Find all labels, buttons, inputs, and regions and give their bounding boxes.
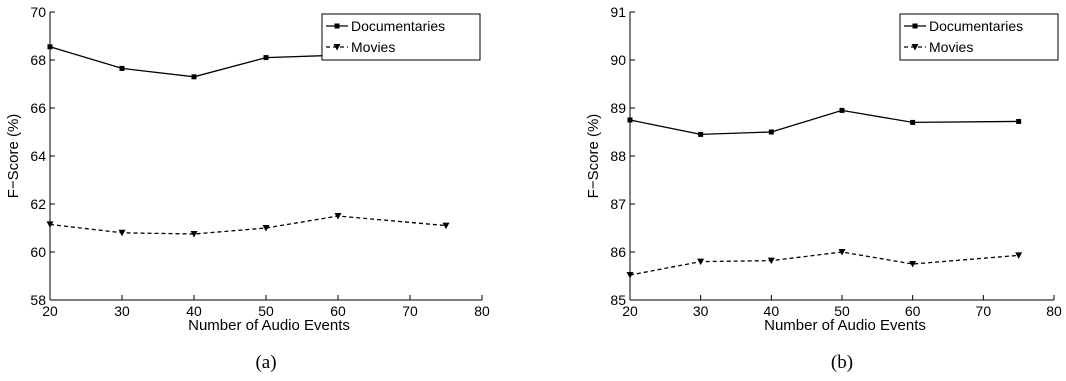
data-point <box>190 231 198 238</box>
data-point <box>768 129 774 135</box>
x-tick-label: 80 <box>1046 303 1062 319</box>
legend-box <box>321 13 481 61</box>
y-tick-label: 89 <box>610 100 626 116</box>
series-line <box>629 251 1019 276</box>
data-point <box>698 131 704 137</box>
data-point <box>910 119 916 125</box>
data-point <box>909 261 917 268</box>
y-tick-label: 66 <box>30 100 46 116</box>
y-tick-label: 60 <box>30 244 46 260</box>
x-tick-label: 60 <box>330 303 346 319</box>
y-tick-label: 68 <box>30 52 46 68</box>
x-tick-label: 60 <box>905 303 921 319</box>
y-tick-label: 64 <box>30 148 46 164</box>
data-point <box>697 258 705 266</box>
legend: Documentaries Movies <box>321 13 481 61</box>
x-tick-label: 70 <box>402 303 418 319</box>
data-point <box>47 44 53 50</box>
y-tick-label: 62 <box>30 196 46 212</box>
x-axis-label: Number of Audio Events <box>188 317 350 334</box>
data-point <box>627 117 633 123</box>
x-tick-label: 50 <box>834 303 850 319</box>
y-tick-label: 58 <box>30 292 46 308</box>
data-point <box>838 249 846 256</box>
x-tick-label: 30 <box>693 303 709 319</box>
series-documentaries <box>627 107 1022 137</box>
data-point <box>119 65 125 71</box>
y-tick-label: 85 <box>610 292 626 308</box>
data-point <box>191 74 197 80</box>
legend-marker <box>333 44 341 51</box>
panel-a: 20 30 40 50 60 70 80 58 60 62 64 66 68 70 Number of Au… <box>5 4 490 373</box>
x-tick-label: 50 <box>258 303 274 319</box>
data-point <box>118 229 126 237</box>
x-tick-label: 20 <box>622 303 638 319</box>
x-tick-label: 40 <box>764 303 780 319</box>
data-point <box>767 257 775 265</box>
data-point <box>626 272 634 279</box>
legend-marker <box>334 23 340 29</box>
legend-marker <box>912 23 918 29</box>
data-point <box>839 107 845 113</box>
y-axis-label: F−Score (%) <box>5 114 22 199</box>
y-tick-label: 91 <box>610 4 626 20</box>
x-tick-label: 70 <box>976 303 992 319</box>
y-tick-label: 90 <box>610 52 626 68</box>
x-tick-label: 80 <box>474 303 490 319</box>
data-point <box>262 225 270 232</box>
series-line <box>49 215 447 235</box>
y-tick-label: 87 <box>610 196 626 212</box>
panel-caption: (b) <box>831 352 853 373</box>
legend: Documentaries Movies <box>899 13 1059 61</box>
series-movies <box>46 213 450 238</box>
legend-marker <box>911 44 919 51</box>
data-point <box>334 213 342 220</box>
y-tick-label: 86 <box>610 244 626 260</box>
x-tick-label: 20 <box>42 303 58 319</box>
series-line <box>629 109 1019 136</box>
data-point <box>1015 252 1023 259</box>
y-axis-label: F−Score (%) <box>585 114 602 199</box>
data-point <box>263 55 269 61</box>
panel-b: 20 30 40 50 60 70 80 85 86 87 88 89 90 91 Number of Au… <box>585 4 1062 373</box>
series-movies <box>626 249 1023 279</box>
panel-caption: (a) <box>255 352 276 373</box>
data-point <box>442 222 450 230</box>
y-tick-label: 88 <box>610 148 626 164</box>
legend-label: Documentaries <box>929 18 1023 34</box>
legend-label: Documentaries <box>351 18 445 34</box>
data-point <box>46 221 54 228</box>
data-point <box>1016 118 1022 124</box>
x-tick-label: 40 <box>186 303 202 319</box>
x-tick-label: 30 <box>114 303 130 319</box>
x-axis-label: Number of Audio Events <box>764 317 926 334</box>
legend-label: Movies <box>929 39 973 55</box>
legend-box <box>899 13 1059 61</box>
y-tick-label: 70 <box>30 4 46 20</box>
legend-label: Movies <box>351 39 395 55</box>
